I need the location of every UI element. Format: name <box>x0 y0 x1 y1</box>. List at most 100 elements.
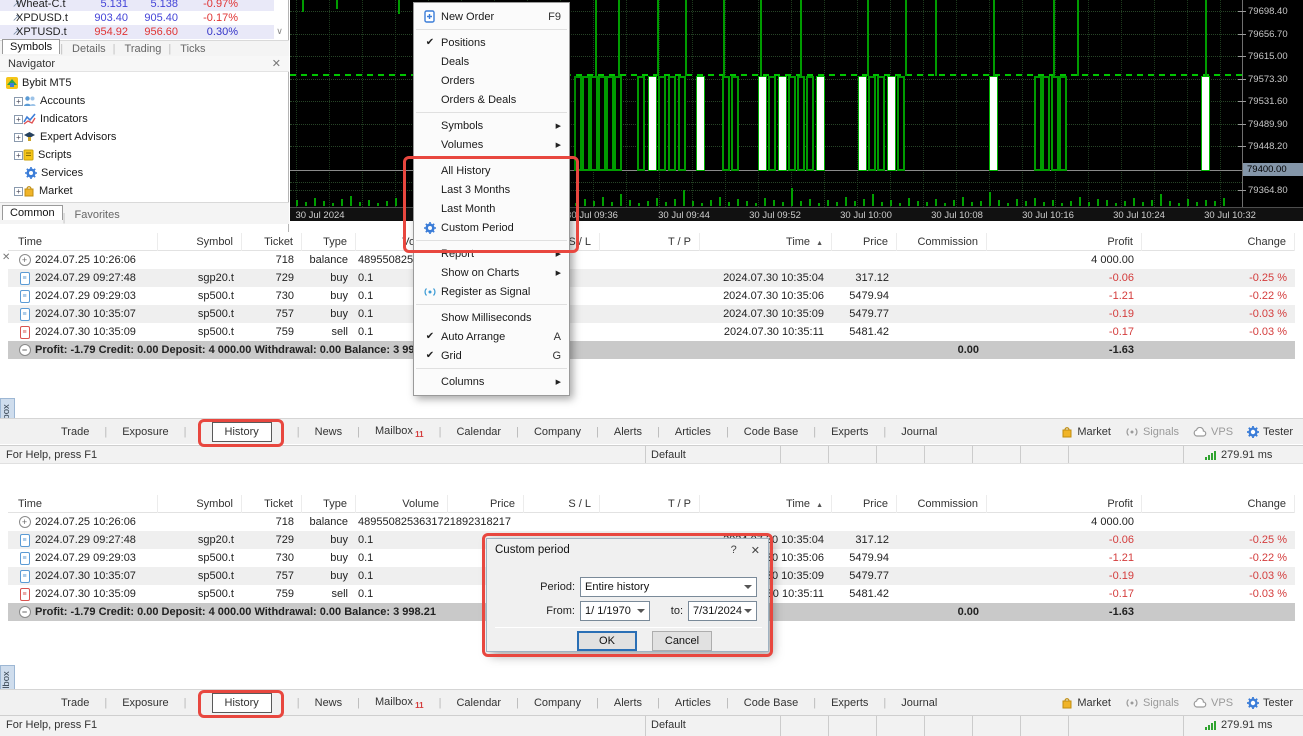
expand-plus-icon[interactable]: + <box>14 150 23 160</box>
close-icon[interactable]: ✕ <box>271 58 281 70</box>
column-header-symbol[interactable]: Symbol <box>158 495 242 513</box>
column-header-type[interactable]: Type <box>302 233 356 251</box>
navigator-item-services[interactable]: Services <box>0 164 289 182</box>
tab-exposure[interactable]: Exposure <box>122 425 169 438</box>
menu-item-columns[interactable]: Columns ▶ <box>414 372 569 391</box>
dialog-help-button[interactable]: ? <box>730 543 737 556</box>
menu-item-show-on-charts[interactable]: Show on Charts ▶ <box>414 263 569 282</box>
menu-item-show-milliseconds[interactable]: Show Milliseconds <box>414 308 569 327</box>
market-watch-row[interactable]: ↗ Wheat-C.t 5.131 5.138 -0.97% <box>0 0 274 11</box>
panel-toggle-tester[interactable]: Tester <box>1247 425 1293 438</box>
column-header-ticket[interactable]: Ticket <box>242 233 302 251</box>
column-header-time[interactable]: Time ▲ <box>700 495 832 513</box>
tab-mailbox[interactable]: Mailbox 11 <box>375 695 424 710</box>
tab-experts[interactable]: Experts <box>831 425 869 438</box>
tab-ticks[interactable]: Ticks <box>180 42 206 55</box>
column-header-change[interactable]: Change <box>1142 233 1295 251</box>
status-profile[interactable]: Default <box>651 719 686 731</box>
menu-item-positions[interactable]: ✔ Positions <box>414 33 569 52</box>
tab-mailbox[interactable]: Mailbox 11 <box>375 424 424 439</box>
status-latency[interactable]: 279.91 ms <box>1205 449 1272 461</box>
tab-alerts[interactable]: Alerts <box>613 425 643 438</box>
tab-symbols[interactable]: Symbols <box>2 39 61 54</box>
column-header-type[interactable]: Type <box>302 495 356 513</box>
dialog-close-button[interactable]: ✕ <box>750 544 760 557</box>
column-header-sl[interactable]: S / L <box>524 495 600 513</box>
navigator-item-expert-advisors[interactable]: + Expert Advisors <box>0 128 289 146</box>
table-row[interactable]: +2024.07.25 10:26:06718balance4895508253… <box>8 251 1295 269</box>
column-header-price[interactable]: Price <box>832 495 897 513</box>
column-header-time[interactable]: Time <box>8 233 158 251</box>
menu-item-last-3-months[interactable]: Last 3 Months <box>414 180 569 199</box>
tab-calendar[interactable]: Calendar <box>456 425 502 438</box>
menu-item-auto-arrange[interactable]: ✔ Auto Arrange A <box>414 327 569 346</box>
column-header-time[interactable]: Time <box>8 495 158 513</box>
column-header-tp[interactable]: T / P <box>600 233 700 251</box>
column-header-profit[interactable]: Profit <box>987 233 1142 251</box>
menu-item-all-history[interactable]: All History <box>414 161 569 180</box>
scroll-down-icon[interactable]: ∨ <box>276 26 283 36</box>
tab-company[interactable]: Company <box>533 696 582 709</box>
tab-news[interactable]: News <box>314 696 343 709</box>
panel-toggle-tester[interactable]: Tester <box>1247 696 1293 709</box>
column-header-volume[interactable]: Volume <box>356 495 448 513</box>
menu-item-register-as-signal[interactable]: Register as Signal <box>414 282 569 301</box>
navigator-item-accounts[interactable]: + Accounts <box>0 92 289 110</box>
close-toolbox-icon[interactable]: ✕ <box>2 252 11 263</box>
tab-news[interactable]: News <box>314 425 343 438</box>
column-header-tp[interactable]: T / P <box>600 495 700 513</box>
menu-item-deals[interactable]: Deals <box>414 52 569 71</box>
period-select[interactable]: Entire history <box>580 577 757 597</box>
tab-code-base[interactable]: Code Base <box>743 425 799 438</box>
tab-calendar[interactable]: Calendar <box>456 696 502 709</box>
menu-item-last-month[interactable]: Last Month <box>414 199 569 218</box>
menu-item-orders-deals[interactable]: Orders & Deals <box>414 90 569 109</box>
status-latency[interactable]: 279.91 ms <box>1205 719 1272 731</box>
tab-exposure[interactable]: Exposure <box>122 696 169 709</box>
to-date-select[interactable]: 7/31/2024 <box>688 601 757 621</box>
tab-trade[interactable]: Trade <box>61 696 90 709</box>
status-profile[interactable]: Default <box>651 449 686 461</box>
navigator-item-bybit-mt5[interactable]: Bybit MT5 <box>0 74 289 92</box>
navigator-item-indicators[interactable]: + Indicators <box>0 110 289 128</box>
cancel-button[interactable]: Cancel <box>652 631 712 651</box>
panel-toggle-vps[interactable]: VPS <box>1193 426 1233 438</box>
column-header-sl[interactable]: S / L <box>524 233 600 251</box>
tab-company[interactable]: Company <box>533 425 582 438</box>
column-header-price[interactable]: Price <box>448 495 524 513</box>
column-header-symbol[interactable]: Symbol <box>158 233 242 251</box>
table-row[interactable]: ≡ 2024.07.30 10:35:07 sp500.t 757 buy 0.1 2024… <box>8 305 1295 323</box>
market-watch-row[interactable]: ↗ XPDUSD.t 903.40 905.40 -0.17% <box>0 11 274 25</box>
menu-item-volumes[interactable]: Volumes ▶ <box>414 135 569 154</box>
market-watch-row[interactable]: ↗ XPTUSD.t 954.92 956.60 0.30% <box>0 25 274 39</box>
menu-item-orders[interactable]: Orders <box>414 71 569 90</box>
panel-toggle-vps[interactable]: VPS <box>1193 697 1233 709</box>
tab-common[interactable]: Common <box>2 205 63 220</box>
tab-details[interactable]: Details <box>72 42 106 55</box>
navigator-item-market[interactable]: + Market <box>0 182 289 200</box>
menu-item-symbols[interactable]: Symbols ▶ <box>414 116 569 135</box>
tab-favorites[interactable]: Favorites <box>74 209 120 221</box>
table-row[interactable]: ≡ 2024.07.29 09:27:48 sgp20.t 729 buy 0.1 2024… <box>8 269 1295 287</box>
tab-history[interactable]: History <box>211 421 272 442</box>
panel-toggle-market[interactable]: Market <box>1061 697 1111 709</box>
tab-alerts[interactable]: Alerts <box>613 696 643 709</box>
column-header-price[interactable]: Price <box>832 233 897 251</box>
tab-trade[interactable]: Trade <box>61 425 90 438</box>
table-row[interactable]: ≡ 2024.07.30 10:35:09 sp500.t 759 sell 0.1 202… <box>8 585 1295 603</box>
panel-toggle-signals[interactable]: Signals <box>1125 697 1179 709</box>
tab-history[interactable]: History <box>211 692 272 713</box>
ok-button[interactable]: OK <box>577 631 637 651</box>
tab-trading[interactable]: Trading <box>124 42 162 55</box>
menu-item-custom-period[interactable]: Custom Period <box>414 218 569 237</box>
expand-plus-icon[interactable]: + <box>14 186 23 196</box>
tab-journal[interactable]: Journal <box>901 696 938 709</box>
expand-plus-icon[interactable]: + <box>14 114 23 124</box>
navigator-item-scripts[interactable]: + Scripts <box>0 146 289 164</box>
table-row[interactable]: ≡ 2024.07.29 09:29:03 sp500.t 730 buy 0.1 2024… <box>8 287 1295 305</box>
table-row[interactable]: ≡ 2024.07.30 10:35:09 sp500.t 759 sell 0.1 202… <box>8 323 1295 341</box>
tab-experts[interactable]: Experts <box>831 696 869 709</box>
tab-articles[interactable]: Articles <box>674 425 711 438</box>
column-header-commission[interactable]: Commission <box>897 233 987 251</box>
